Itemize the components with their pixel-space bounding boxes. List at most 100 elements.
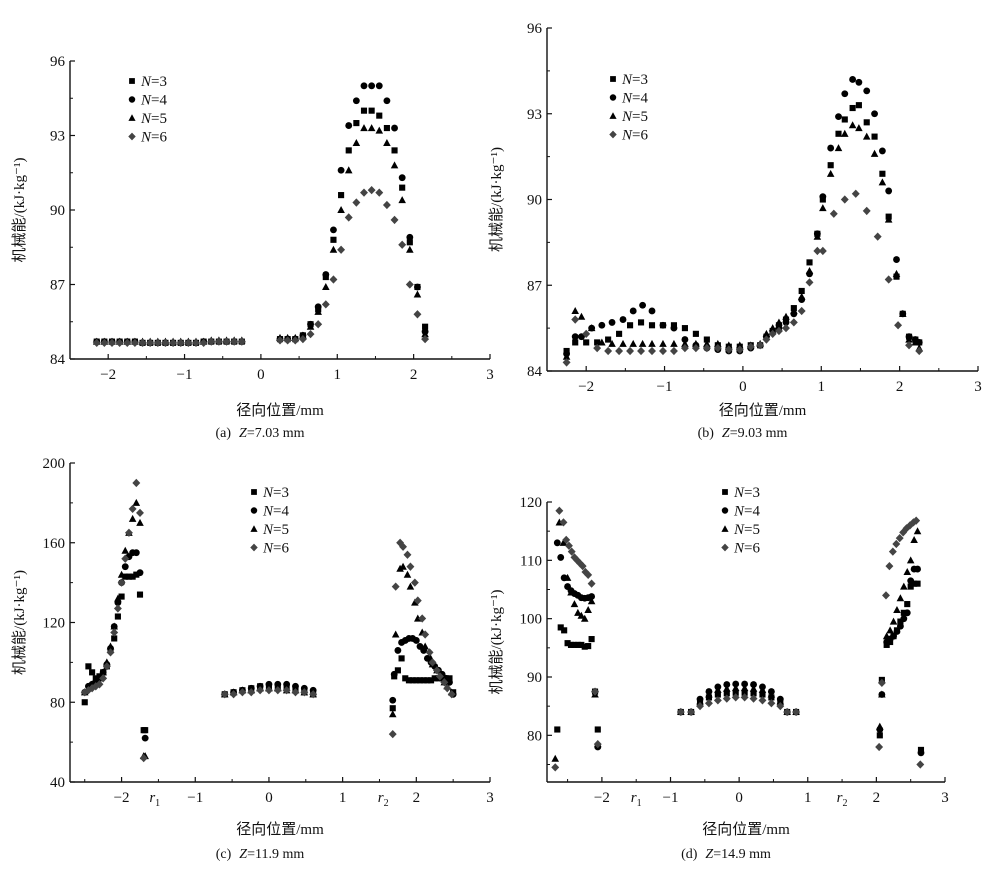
legend-marker <box>721 525 729 532</box>
legend-marker <box>609 94 617 101</box>
data-point <box>749 694 758 703</box>
data-point <box>405 280 414 289</box>
data-point <box>222 337 231 346</box>
data-point <box>855 124 863 132</box>
data-point <box>375 126 384 134</box>
data-point <box>827 144 835 152</box>
data-point <box>405 677 413 684</box>
series-N=5 <box>562 121 924 360</box>
data-point <box>416 677 424 684</box>
data-point <box>911 580 918 587</box>
data-point <box>714 691 721 698</box>
chart-panel-d: 80 90 100 110 120 −2 −1 0 1 2 3 r1 r2 径向位置/mm 机械能/(kJ·… <box>488 485 949 862</box>
data-point <box>398 174 406 182</box>
data-point <box>563 573 572 581</box>
data-point <box>626 346 635 356</box>
x-tick-label: −1 <box>663 790 679 806</box>
y-tick-label: 110 <box>520 553 542 569</box>
y-tick-label: 93 <box>50 129 65 145</box>
data-point <box>584 570 593 580</box>
legend-entry: N=3 <box>621 72 648 88</box>
data-point <box>902 524 911 533</box>
panel-caption: (a) Z=7.03 mm <box>215 426 304 441</box>
data-point <box>714 685 722 693</box>
data-point <box>691 343 700 353</box>
legend-marker <box>251 489 257 495</box>
data-point <box>557 624 564 631</box>
data-point <box>916 760 925 769</box>
data-point <box>768 329 777 338</box>
x-tick-label: −1 <box>657 379 673 395</box>
data-point <box>758 696 767 705</box>
data-point <box>775 318 783 326</box>
data-point <box>900 582 908 590</box>
data-point <box>89 669 96 676</box>
radius-marker-label: r1 <box>631 790 642 809</box>
data-point <box>306 322 315 330</box>
y-tick-label: 80 <box>50 695 65 711</box>
data-point <box>571 333 579 341</box>
data-point <box>114 594 122 602</box>
data-point <box>435 672 444 681</box>
data-point <box>345 122 353 129</box>
data-point <box>593 343 602 353</box>
data-point <box>849 76 857 83</box>
x-axis-title: 径向位置/mm <box>236 402 324 419</box>
data-point <box>740 693 749 702</box>
data-point <box>229 690 238 699</box>
data-point <box>110 622 118 630</box>
panel-caption: (d) Z=14.9 mm <box>681 847 771 862</box>
x-tick-label: 0 <box>735 790 743 806</box>
x-tick-label: 3 <box>486 367 494 383</box>
data-point <box>627 322 634 329</box>
data-point <box>103 658 111 666</box>
data-point <box>88 684 97 693</box>
data-point <box>896 622 904 630</box>
legend-entry: N=6 <box>733 541 760 557</box>
data-point <box>264 686 273 695</box>
data-point <box>554 726 561 733</box>
data-point <box>309 690 318 699</box>
data-point <box>885 187 893 195</box>
data-point <box>900 609 907 616</box>
data-point <box>890 632 897 640</box>
data-point <box>108 338 116 347</box>
data-point <box>360 124 368 132</box>
x-tick-label: −1 <box>187 790 203 806</box>
data-point <box>669 346 678 356</box>
data-point <box>762 329 771 337</box>
data-point <box>871 133 878 140</box>
data-point <box>782 323 790 333</box>
data-point <box>885 562 894 571</box>
data-point <box>638 339 647 347</box>
data-point <box>391 124 398 132</box>
radius-marker-label: r2 <box>837 790 848 809</box>
data-point <box>391 630 400 638</box>
x-tick-label: 1 <box>339 790 347 806</box>
data-point <box>110 628 119 637</box>
series-N=3 <box>563 102 923 355</box>
data-point <box>783 707 792 717</box>
data-point <box>446 675 453 682</box>
data-point <box>92 338 101 347</box>
data-point <box>367 124 376 132</box>
x-tick-label: 2 <box>410 367 418 383</box>
data-point <box>863 119 870 126</box>
series-N=6 <box>551 506 925 772</box>
data-point <box>577 312 586 320</box>
legend-entry: N=3 <box>262 485 289 501</box>
data-point <box>237 337 246 346</box>
data-point <box>913 527 922 535</box>
data-point <box>321 300 330 309</box>
data-point <box>551 763 560 772</box>
x-axis-title: 径向位置/mm <box>702 821 790 838</box>
data-point <box>428 658 437 667</box>
data-point <box>892 539 901 549</box>
data-point <box>306 330 315 339</box>
data-point <box>805 278 814 287</box>
data-point <box>876 732 883 739</box>
data-point <box>141 734 149 742</box>
data-point <box>884 275 893 284</box>
data-point <box>798 287 805 295</box>
